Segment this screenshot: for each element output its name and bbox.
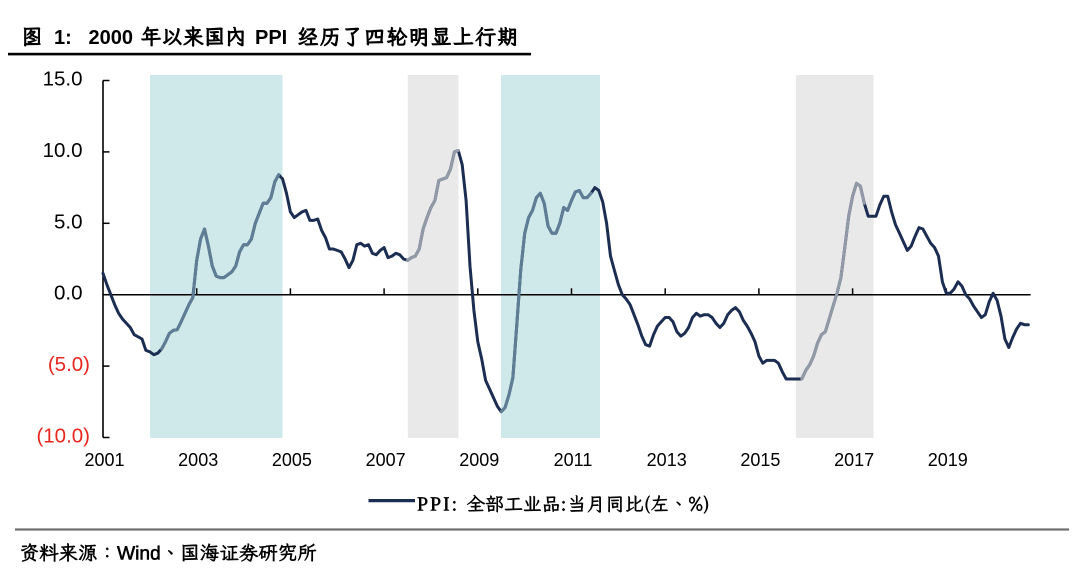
svg-text:10.0: 10.0 xyxy=(43,139,83,162)
svg-text:PPI: PPI xyxy=(255,27,287,49)
svg-text:1:: 1: xyxy=(54,27,72,49)
svg-text:2003: 2003 xyxy=(178,450,218,470)
svg-text:2013: 2013 xyxy=(647,450,687,470)
svg-text:2001: 2001 xyxy=(84,450,124,470)
svg-text:2007: 2007 xyxy=(366,450,406,470)
svg-text:2011: 2011 xyxy=(554,450,593,470)
svg-text:2015: 2015 xyxy=(740,450,780,470)
svg-text:2005: 2005 xyxy=(272,450,312,470)
svg-text:(5.0): (5.0) xyxy=(48,353,90,376)
svg-text:2019: 2019 xyxy=(928,450,968,470)
svg-text:2017: 2017 xyxy=(834,450,874,470)
svg-text:2009: 2009 xyxy=(459,450,499,470)
svg-text:0.0: 0.0 xyxy=(54,282,83,305)
svg-text:15.0: 15.0 xyxy=(43,68,83,91)
svg-text:(10.0): (10.0) xyxy=(36,425,90,448)
svg-text:2000: 2000 xyxy=(89,27,134,49)
svg-text:5.0: 5.0 xyxy=(54,210,83,233)
